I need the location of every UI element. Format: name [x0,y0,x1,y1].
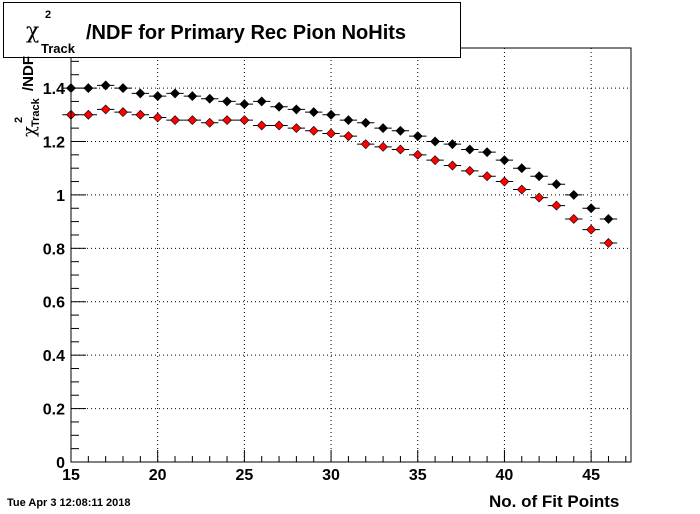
data-point [152,91,163,102]
data-point [274,120,284,131]
data-point [534,192,545,203]
x-tick-label: 15 [62,467,80,484]
data-point [586,224,597,235]
data-point [499,176,510,187]
axis-ticks [70,47,627,463]
data-point [551,200,562,211]
data-point [360,139,371,150]
data-point [135,109,146,120]
data-point [291,123,302,134]
data-point [499,155,510,166]
data-point [395,125,406,136]
data-point [308,125,319,136]
data-point [343,115,354,126]
data-point [326,109,336,120]
data-point [83,109,94,120]
data-point [586,203,597,214]
data-point [430,136,441,147]
data-point [100,80,111,91]
data-point [308,107,319,118]
y-tick-label: 0.6 [43,295,65,312]
data-point [239,115,250,126]
data-point [170,115,180,126]
data-point [482,147,493,158]
data-point [135,88,146,99]
data-point [568,189,579,200]
x-tick-label: 45 [582,467,600,484]
y-tick-label: 0.4 [43,348,65,365]
data-point [83,83,94,93]
x-axis-title: No. of Fit Points [489,492,620,511]
y-title-superscript: 2 [13,116,25,123]
data-point [516,163,527,174]
y-tick-label: 0.2 [43,402,65,419]
data-point [204,117,215,128]
y-title-subscript: Track [30,98,42,127]
title-subscript: Track [41,41,75,56]
title-chi-symbol: χ [26,19,40,44]
y-tick-label: 0.8 [43,241,65,258]
data-series [62,80,618,248]
title-box: χ 2 Track /NDF for Primary Rec Pion NoHi… [3,2,461,58]
data-point [222,115,232,126]
data-point [187,115,198,126]
data-point [222,96,232,107]
chart-title: /NDF for Primary Rec Pion NoHits [86,22,407,44]
data-point [482,171,493,182]
x-tick-label: 35 [409,467,427,484]
data-point [239,99,250,110]
data-point [256,96,267,107]
data-point [343,131,354,142]
data-point [274,101,284,112]
data-point [118,107,128,118]
data-point [100,104,111,115]
x-tick-label: 30 [322,467,340,484]
y-tick-label: 1 [56,188,65,205]
plot-frame [70,47,632,463]
y-tick-label: 0 [56,455,65,472]
data-point [378,141,388,152]
series-0 [62,80,618,224]
x-tick-label: 40 [496,467,514,484]
y-title-chi-symbol: χ [19,126,40,137]
data-point [568,214,579,224]
y-tick-label: 1.2 [43,134,65,151]
x-tick-label: 20 [149,467,167,484]
data-point [603,238,614,248]
data-point [118,83,128,93]
title-superscript: 2 [45,9,52,21]
series-1 [62,104,618,248]
x-tick-label: 25 [235,467,253,484]
timestamp: Tue Apr 3 12:08:11 2018 [7,497,131,509]
grid-lines [70,48,631,462]
data-point [378,123,388,134]
data-point [412,149,423,160]
tick-labels: 15 20 25 30 35 40 45 0 0.2 0.4 0.6 0.8 1 1.2 1.4 [43,81,600,484]
y-tick-label: 1.4 [43,81,65,98]
data-point [152,112,163,123]
data-point [412,131,423,142]
data-point [170,88,180,99]
data-point [447,139,458,150]
data-point [430,155,441,166]
data-point [360,117,371,128]
data-point [551,179,562,190]
data-point [204,93,215,104]
y-title-text: /NDF [20,56,37,91]
data-point [326,128,336,139]
data-point [534,171,545,182]
data-point [516,184,527,195]
data-point [603,214,614,224]
data-point [395,144,406,155]
data-point [256,120,267,131]
data-point [464,144,475,155]
data-point [464,165,475,176]
data-point [447,160,458,171]
data-point [187,91,198,102]
data-point [291,104,302,115]
